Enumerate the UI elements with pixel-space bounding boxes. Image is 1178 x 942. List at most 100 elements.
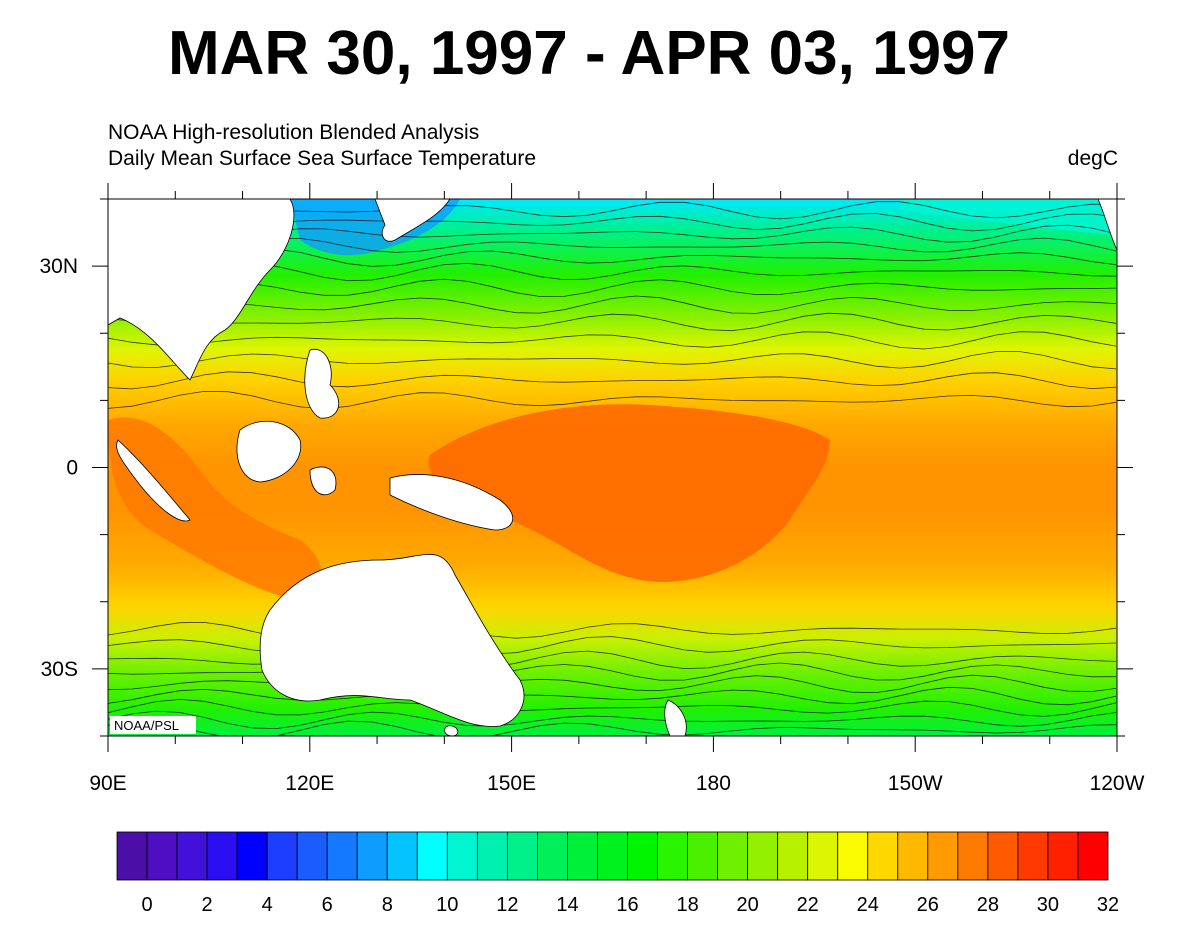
latitude-label: 30N — [39, 255, 78, 278]
contour-line — [108, 351, 1117, 370]
colorbar-swatch — [807, 831, 839, 881]
contour-line — [108, 698, 1117, 717]
credit-label: NOAA/PSL — [114, 718, 179, 733]
colorbar-swatch — [927, 831, 959, 881]
latitude-labels: 30N 0 30S — [39, 255, 78, 681]
colorbar-swatch — [1077, 831, 1109, 881]
colorbar-swatch — [777, 831, 809, 881]
colorbar-swatch — [236, 831, 268, 881]
new-guinea-land — [389, 474, 513, 531]
colorbar-tick-label: 10 — [436, 894, 458, 916]
colorbar-tick-label: 14 — [556, 894, 578, 916]
colorbar-tick-label: 30 — [1037, 894, 1059, 916]
colorbar-swatch — [326, 831, 358, 881]
colorbar-swatch — [386, 831, 418, 881]
colorbar-tick-label: 22 — [797, 894, 819, 916]
colorbar-tick-label: 20 — [736, 894, 758, 916]
map-ticks — [92, 183, 1133, 752]
latitude-label: 0 — [66, 457, 78, 480]
colorbar-swatch — [266, 831, 298, 881]
contour-line — [108, 312, 1117, 332]
longitude-label: 90E — [89, 772, 126, 795]
colorbar-swatch — [957, 831, 989, 881]
contour-line — [108, 636, 1117, 655]
colorbar-tick-label: 4 — [262, 894, 273, 916]
colorbar-swatch — [356, 831, 388, 881]
colorbar-tick-label: 8 — [382, 894, 393, 916]
colorbar-swatch — [597, 831, 628, 881]
sulawesi-land — [309, 466, 337, 496]
longitude-label: 150E — [487, 772, 536, 795]
contour-line — [108, 686, 1117, 706]
colorbar-swatch — [627, 831, 658, 881]
tasmania-land — [444, 725, 459, 736]
longitude-label: 150W — [888, 772, 943, 795]
colorbar-tick-label: 28 — [977, 894, 999, 916]
colorbar-labels: 0 2 4 6 8 10 12 14 16 18 20 22 24 26 28 30 32 — [141, 894, 1119, 916]
colorbar-swatch — [657, 831, 688, 881]
contour-line — [108, 295, 1117, 314]
australia-land — [259, 553, 525, 727]
longitude-label: 120E — [285, 772, 334, 795]
subtitle-line-1: NOAA High-resolution Blended Analysis — [108, 121, 480, 144]
colorbar-swatch — [987, 831, 1019, 881]
colorbar-swatch — [116, 831, 148, 881]
units-label: degC — [1067, 147, 1118, 170]
colorbar-swatch — [717, 831, 749, 881]
colorbar-swatch — [747, 831, 779, 881]
colorbar-swatch — [446, 831, 478, 881]
colorbar-tick-label: 6 — [322, 894, 333, 916]
contour-line — [108, 720, 1117, 736]
colorbar-tick-label: 18 — [676, 894, 698, 916]
sumatra-land — [116, 439, 191, 522]
colorbar-swatch — [1017, 831, 1049, 881]
new-zealand-land — [664, 699, 687, 736]
colorbar-swatch — [206, 831, 238, 881]
colorbar-swatch — [567, 831, 598, 881]
colorbar-swatch — [296, 831, 328, 881]
north-america-land — [1097, 199, 1117, 251]
colorbar-tick-label: 24 — [857, 894, 879, 916]
contour-line — [108, 662, 1117, 681]
colorbar-swatch — [537, 831, 568, 881]
contour-line — [108, 331, 1117, 350]
longitude-labels: 90E 120E 150E 180 150W 120W — [89, 772, 1144, 795]
contour-line — [108, 390, 1117, 410]
contour-line — [108, 371, 1117, 390]
warm-pool-region — [428, 404, 830, 582]
contour-line — [108, 674, 1117, 694]
contour-line — [108, 621, 1117, 640]
colorbar-swatch — [837, 831, 869, 881]
colorbar-tick-label: 12 — [496, 894, 518, 916]
colorbar-swatch — [476, 831, 508, 881]
borneo-land — [236, 421, 302, 483]
subtitle-line-2: Daily Mean Surface Sea Surface Temperatu… — [108, 147, 536, 170]
colorbar-tick-label: 16 — [616, 894, 638, 916]
longitude-label: 120W — [1090, 772, 1145, 795]
latitude-label: 30S — [41, 658, 78, 681]
page-title: MAR 30, 1997 - APR 03, 1997 — [167, 19, 1011, 88]
colorbar-swatch — [146, 831, 178, 881]
philippines-land — [304, 348, 340, 419]
colorbar-swatch — [506, 831, 538, 881]
colorbar — [116, 831, 1109, 881]
colorbar-tick-label: 32 — [1097, 894, 1119, 916]
colorbar-swatch — [1047, 831, 1079, 881]
credit-box — [110, 716, 196, 734]
colorbar-tick-label: 2 — [202, 894, 213, 916]
contour-line — [108, 710, 1117, 730]
colorbar-tick-label: 26 — [917, 894, 939, 916]
longitude-label: 180 — [696, 772, 731, 795]
asia-land — [108, 199, 295, 381]
western-warm-region — [108, 417, 323, 600]
contour-line — [108, 650, 1117, 670]
colorbar-swatch — [867, 831, 899, 881]
japan-land — [374, 199, 451, 242]
colorbar-swatch — [897, 831, 929, 881]
land-masses — [108, 199, 1117, 736]
colorbar-tick-label: 0 — [141, 894, 152, 916]
colorbar-swatch — [687, 831, 719, 881]
colorbar-swatch — [416, 831, 448, 881]
colorbar-swatch — [176, 831, 208, 881]
